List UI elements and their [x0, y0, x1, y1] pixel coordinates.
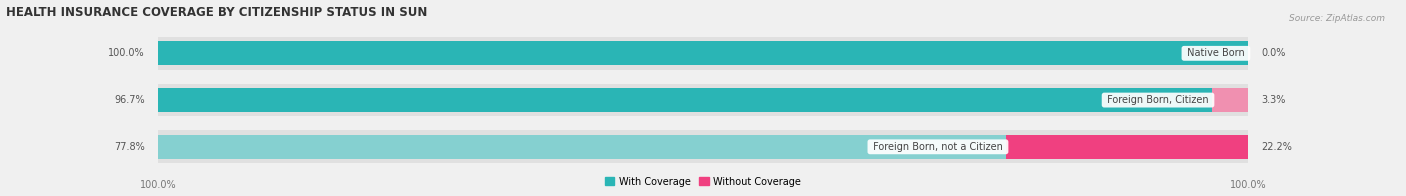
- Bar: [157, 37, 1249, 70]
- Bar: [157, 41, 1249, 65]
- Legend: With Coverage, Without Coverage: With Coverage, Without Coverage: [600, 173, 806, 191]
- Bar: [1005, 135, 1249, 159]
- Bar: [157, 131, 1249, 163]
- Text: 0.0%: 0.0%: [1261, 48, 1285, 58]
- Text: Source: ZipAtlas.com: Source: ZipAtlas.com: [1289, 14, 1385, 23]
- Bar: [157, 88, 1212, 112]
- Text: Foreign Born, Citizen: Foreign Born, Citizen: [1104, 95, 1212, 105]
- Bar: [1212, 88, 1249, 112]
- Text: Foreign Born, not a Citizen: Foreign Born, not a Citizen: [870, 142, 1005, 152]
- Text: 96.7%: 96.7%: [114, 95, 145, 105]
- Bar: [157, 135, 1005, 159]
- Text: 77.8%: 77.8%: [114, 142, 145, 152]
- Text: Native Born: Native Born: [1184, 48, 1249, 58]
- Bar: [157, 84, 1249, 116]
- Text: HEALTH INSURANCE COVERAGE BY CITIZENSHIP STATUS IN SUN: HEALTH INSURANCE COVERAGE BY CITIZENSHIP…: [6, 5, 427, 19]
- Text: 100.0%: 100.0%: [108, 48, 145, 58]
- Text: 22.2%: 22.2%: [1261, 142, 1292, 152]
- Text: 3.3%: 3.3%: [1261, 95, 1285, 105]
